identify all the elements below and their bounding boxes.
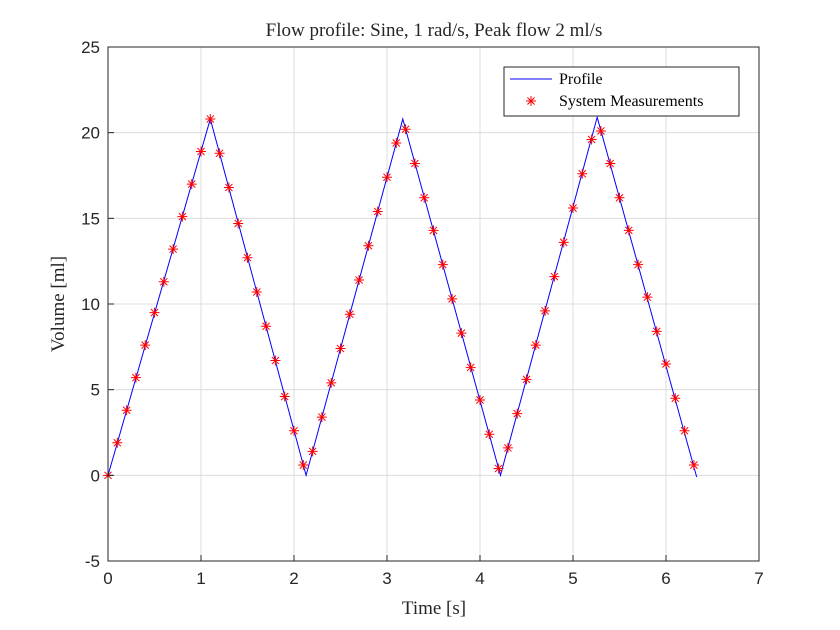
y-tick-label: 10 (81, 295, 100, 314)
measurement-point (298, 460, 309, 471)
legend-box (503, 66, 740, 117)
measurement-point (540, 305, 551, 316)
measurement-point (400, 124, 411, 135)
y-tick-label: 20 (81, 124, 100, 143)
measurement-point (279, 391, 290, 402)
legend-label: Profile (559, 71, 603, 88)
measurement-point (233, 218, 244, 229)
measurement-point (140, 340, 151, 351)
measurement-point (177, 211, 188, 222)
measurement-point (149, 307, 160, 318)
measurement-point (382, 172, 392, 183)
chart-title: Flow profile: Sine, 1 rad/s, Peak flow 2… (266, 20, 603, 41)
measurement-point (661, 358, 671, 369)
measurement-point (679, 425, 690, 436)
measurement-point (363, 240, 374, 251)
y-tick-label: 5 (91, 381, 100, 400)
measurement-point (484, 429, 495, 440)
measurement-point (354, 275, 365, 286)
measurement-point (577, 168, 588, 179)
measurement-point (493, 463, 504, 474)
x-tick-label: 1 (196, 569, 205, 588)
measurement-point (251, 287, 262, 298)
x-tick-label: 4 (475, 569, 484, 588)
measurement-point (605, 158, 616, 169)
measurement-point (521, 374, 532, 385)
measurement-point (530, 340, 541, 351)
measurement-point (502, 442, 513, 453)
measurement-point (642, 292, 653, 303)
measurement-point (428, 225, 439, 236)
measurement-point (289, 425, 299, 436)
legend: Profile System Measurements (503, 66, 740, 117)
measurement-point (475, 394, 485, 405)
measurement-point (261, 321, 272, 332)
measurement-point (595, 125, 606, 136)
y-axis-label: Volume [ml] (48, 256, 69, 352)
measurement-point (158, 276, 169, 287)
x-tick-label: 3 (382, 569, 391, 588)
measurement-point (419, 192, 430, 203)
measurement-point (214, 148, 225, 159)
x-tick-label: 6 (661, 569, 670, 588)
measurement-point (623, 225, 634, 236)
measurement-point (586, 134, 597, 145)
measurement-point (437, 259, 448, 270)
measurement-point (512, 408, 523, 419)
measurement-point (242, 252, 253, 263)
x-tick-label: 7 (754, 569, 763, 588)
measurement-point (130, 372, 141, 383)
y-tick-label: 15 (81, 209, 100, 228)
measurement-point (168, 244, 179, 255)
legend-label: System Measurements (559, 93, 703, 110)
y-tick-label: 25 (81, 38, 100, 57)
measurement-point (121, 405, 132, 416)
measurement-point (205, 113, 216, 124)
measurement-point (196, 146, 206, 157)
y-tick-label: -5 (85, 552, 100, 571)
x-tick-label: 2 (289, 569, 298, 588)
x-tick-label: 5 (568, 569, 577, 588)
measurement-point (391, 137, 402, 148)
measurement-point (316, 412, 327, 423)
measurement-point (549, 271, 560, 282)
measurement-point (326, 377, 337, 388)
measurement-point (112, 437, 123, 448)
measurement-point (409, 158, 420, 169)
measurement-point (307, 446, 318, 457)
measurement-point (558, 237, 569, 248)
measurement-point (270, 355, 281, 366)
measurement-point (223, 182, 234, 193)
measurement-point (344, 309, 355, 320)
legend-swatch (526, 96, 536, 106)
measurement-point (614, 192, 625, 203)
measurement-point (186, 179, 197, 190)
measurement-point (670, 393, 681, 404)
measurement-point (465, 362, 476, 373)
measurement-point (688, 460, 699, 471)
x-tick-label: 0 (103, 569, 112, 588)
measurement-point (456, 328, 467, 339)
measurement-point (447, 293, 458, 304)
x-axis-label: Time [s] (402, 598, 466, 619)
measurement-point (568, 203, 578, 214)
y-tick-label: 0 (91, 466, 100, 485)
measurement-point (651, 326, 662, 337)
measurement-point (633, 259, 644, 270)
measurement-point (335, 343, 346, 354)
measurement-point (372, 206, 383, 217)
